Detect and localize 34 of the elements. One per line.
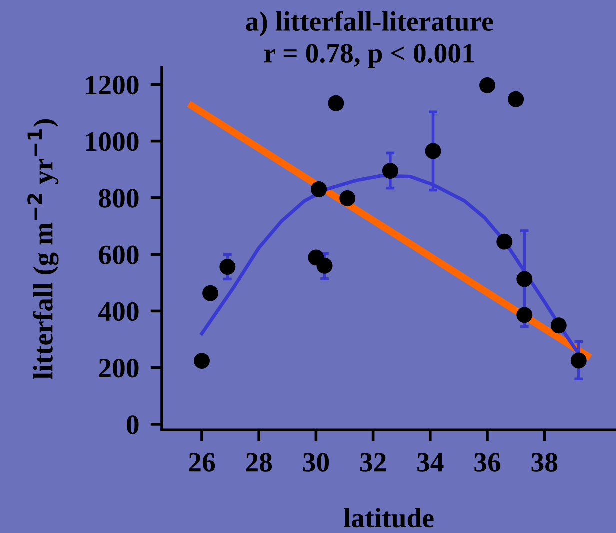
y-tick-label: 1000 xyxy=(86,132,139,152)
point xyxy=(382,163,398,180)
point xyxy=(508,91,524,108)
y-tick-label: 800 xyxy=(99,189,139,208)
point xyxy=(425,143,442,160)
x-tick-label: 32 xyxy=(360,453,386,472)
y-tick-label: 200 xyxy=(99,359,139,378)
point xyxy=(220,259,236,276)
x-axis-title: latitude xyxy=(344,508,434,528)
point xyxy=(316,258,333,274)
point xyxy=(496,234,513,250)
x-tick-label: 30 xyxy=(303,453,330,472)
x-tick-label: 26 xyxy=(189,453,216,472)
point xyxy=(340,190,356,206)
y-tick-label: 0 xyxy=(126,416,139,434)
point xyxy=(480,78,496,94)
point xyxy=(550,318,567,334)
point xyxy=(328,95,344,112)
x-tick-label: 28 xyxy=(246,453,272,472)
chart-subtitle: r = 0.78, p < 0.001 xyxy=(264,44,474,69)
y-tick-label: 1200 xyxy=(86,76,139,95)
point xyxy=(516,271,533,288)
y-axis-title: litterfall (g m$^{−2}$ yr$^{−1}$) xyxy=(28,120,59,380)
point xyxy=(570,352,587,369)
y-tick-label: 600 xyxy=(99,246,139,264)
chart-title: a) litterfall-literature xyxy=(246,11,494,37)
x-tick-label: 36 xyxy=(474,453,501,472)
point xyxy=(194,353,210,370)
x-tick-label: 38 xyxy=(532,453,558,472)
point xyxy=(202,285,219,302)
point xyxy=(311,181,328,198)
x-tick-label: 34 xyxy=(418,453,444,472)
point xyxy=(516,307,533,324)
y-tick-label: 400 xyxy=(98,302,139,322)
